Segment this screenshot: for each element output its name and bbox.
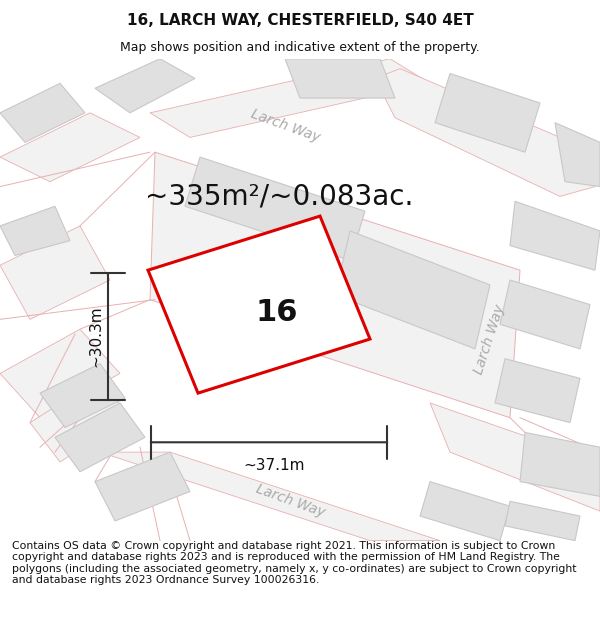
Text: Larch Way: Larch Way <box>254 482 326 520</box>
Polygon shape <box>520 432 600 496</box>
Text: ~335m²/~0.083ac.: ~335m²/~0.083ac. <box>145 182 413 211</box>
Text: Map shows position and indicative extent of the property.: Map shows position and indicative extent… <box>120 41 480 54</box>
Polygon shape <box>40 364 125 428</box>
Polygon shape <box>430 403 600 511</box>
Polygon shape <box>148 216 370 393</box>
Polygon shape <box>555 122 600 187</box>
Polygon shape <box>285 59 395 98</box>
Polygon shape <box>55 403 145 472</box>
Polygon shape <box>100 452 440 541</box>
Polygon shape <box>495 359 580 423</box>
Polygon shape <box>0 329 120 418</box>
Text: Contains OS data © Crown copyright and database right 2021. This information is : Contains OS data © Crown copyright and d… <box>12 541 577 586</box>
Polygon shape <box>0 113 140 182</box>
Polygon shape <box>95 452 190 521</box>
Text: ~30.3m: ~30.3m <box>88 306 103 368</box>
Polygon shape <box>335 231 490 349</box>
Polygon shape <box>0 83 85 142</box>
Polygon shape <box>500 280 590 349</box>
Polygon shape <box>435 74 540 152</box>
Polygon shape <box>150 152 520 418</box>
Polygon shape <box>0 206 70 256</box>
Polygon shape <box>185 157 365 261</box>
Polygon shape <box>150 59 430 138</box>
Polygon shape <box>375 69 595 196</box>
Polygon shape <box>510 201 600 270</box>
Polygon shape <box>30 378 130 462</box>
Text: Larch Way: Larch Way <box>248 107 322 144</box>
Text: Larch Way: Larch Way <box>472 302 508 376</box>
Polygon shape <box>505 501 580 541</box>
Polygon shape <box>95 59 195 113</box>
Polygon shape <box>0 226 110 319</box>
Polygon shape <box>420 482 510 541</box>
Text: 16: 16 <box>256 298 298 327</box>
Text: 16, LARCH WAY, CHESTERFIELD, S40 4ET: 16, LARCH WAY, CHESTERFIELD, S40 4ET <box>127 13 473 28</box>
Text: ~37.1m: ~37.1m <box>243 458 305 473</box>
